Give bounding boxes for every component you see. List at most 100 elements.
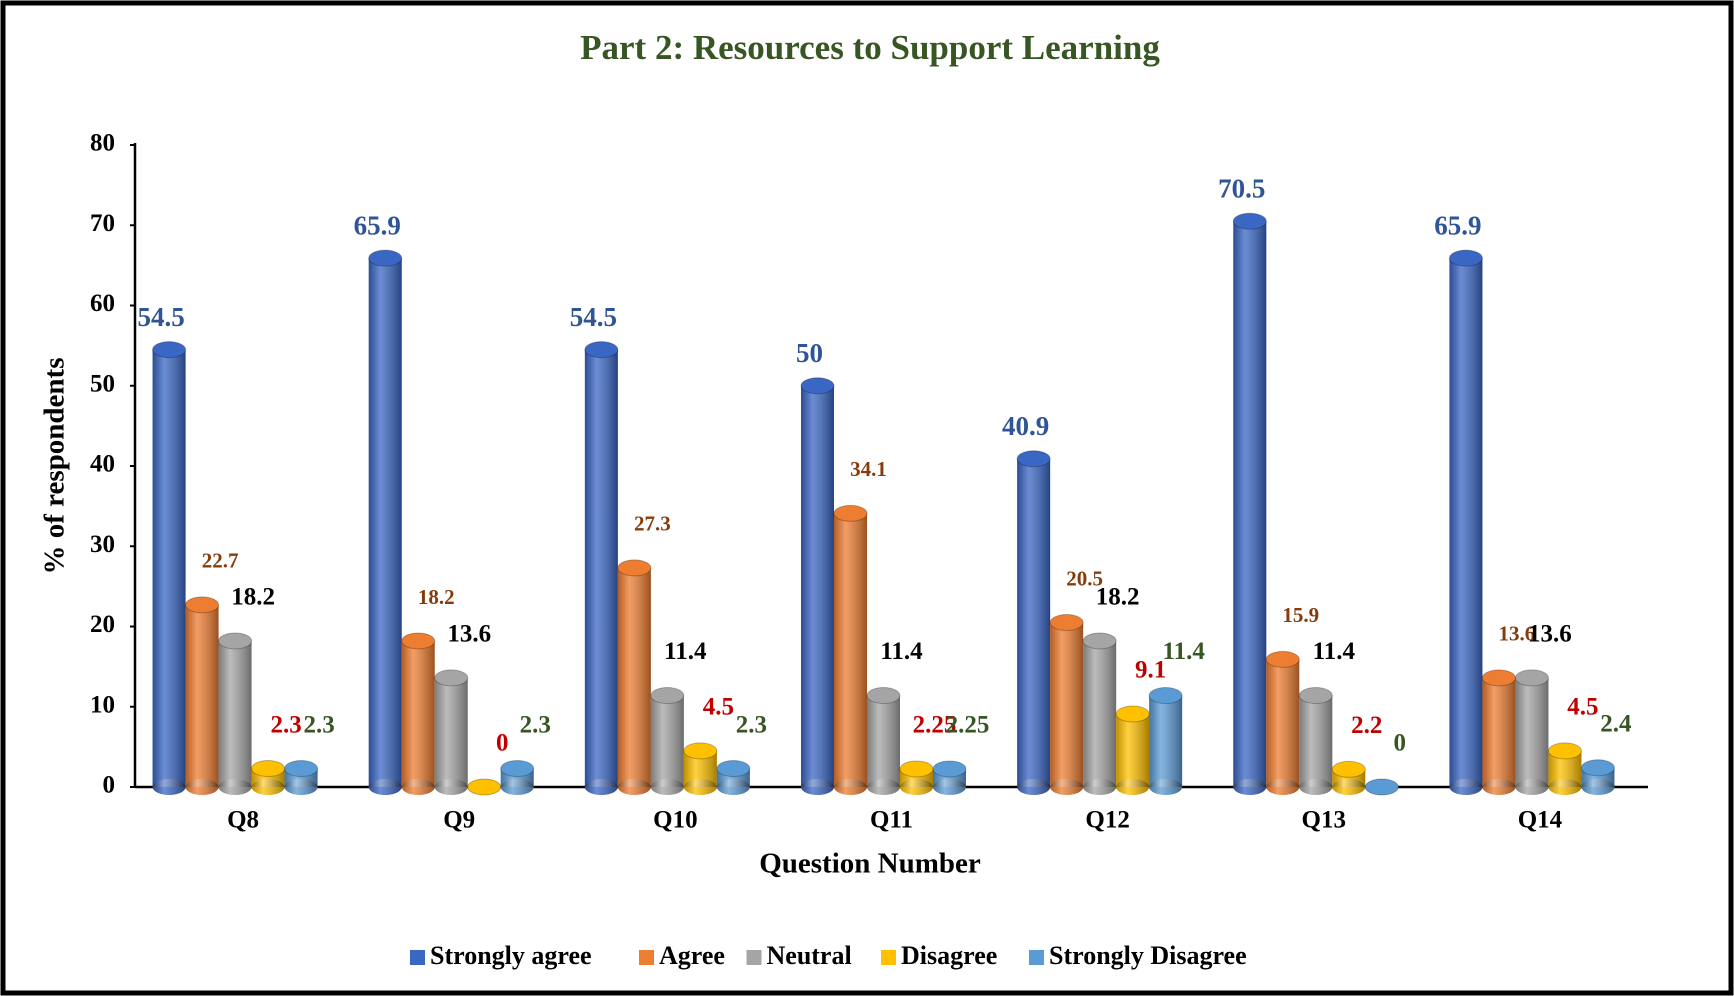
bar-shade xyxy=(1233,221,1267,788)
bar-base-shade xyxy=(867,779,900,795)
bar-shade xyxy=(1482,677,1516,787)
bar-base-shade xyxy=(716,779,750,795)
bar-shade xyxy=(867,695,900,787)
bar-top xyxy=(467,778,502,796)
legend-swatch xyxy=(746,950,762,965)
data-label: 2.25 xyxy=(913,712,957,739)
bar-base-shade xyxy=(1149,779,1183,795)
data-label: 2.4 xyxy=(1600,710,1632,737)
data-label: 11.4 xyxy=(1162,638,1205,665)
bar-shade xyxy=(650,695,684,787)
data-label: 4.5 xyxy=(703,694,734,721)
data-label: 18.2 xyxy=(1096,584,1140,611)
chart-title: Part 2: Resources to Support Learning xyxy=(580,28,1160,67)
data-label: 40.9 xyxy=(1002,411,1049,441)
y-tick-label: 10 xyxy=(90,691,115,718)
bar-top xyxy=(800,377,835,395)
bar-base-shade xyxy=(152,779,186,795)
bar-base-shade xyxy=(683,779,717,795)
bar-top xyxy=(1364,778,1399,796)
bar-base-shade xyxy=(933,779,966,795)
bar-base-shade xyxy=(1116,779,1150,795)
bar-shade xyxy=(834,513,867,787)
bar-base-shade xyxy=(401,779,435,795)
bar-top xyxy=(218,632,253,650)
bar-base-shade xyxy=(1299,779,1333,795)
bar-base-shade xyxy=(218,779,252,795)
y-tick-label: 70 xyxy=(90,210,115,237)
bar-top xyxy=(185,596,220,614)
data-label: 15.9 xyxy=(1282,603,1319,627)
data-label: 13.6 xyxy=(447,621,491,648)
data-label: 34.1 xyxy=(850,457,887,481)
bar-base-shade xyxy=(1266,779,1300,795)
data-label: 20.5 xyxy=(1066,566,1103,590)
bar-shade xyxy=(617,567,651,787)
bar-base-shade xyxy=(1017,779,1051,795)
bar-base-shade xyxy=(1332,779,1366,795)
bar-top xyxy=(500,760,535,778)
bar-shade xyxy=(1449,258,1483,788)
bar-shade xyxy=(801,385,834,787)
bar-shade xyxy=(1149,695,1183,787)
bar-top xyxy=(617,559,652,577)
data-label: 9.1 xyxy=(1135,657,1166,684)
x-tick-label: Q14 xyxy=(1518,807,1563,834)
bar-top xyxy=(584,341,619,359)
y-tick-label: 80 xyxy=(90,130,115,157)
bar-top xyxy=(833,504,868,522)
data-label: 2.3 xyxy=(736,711,767,738)
bar-base-shade xyxy=(1083,779,1117,795)
bar-base-shade xyxy=(1515,779,1549,795)
bar-top xyxy=(1232,212,1267,230)
legend-swatch xyxy=(881,950,896,965)
bar-top xyxy=(1481,669,1516,687)
y-tick-label: 30 xyxy=(90,531,115,558)
bar-shade xyxy=(1266,659,1300,787)
bar-top xyxy=(152,341,187,359)
data-label: 70.5 xyxy=(1218,173,1265,203)
data-label: 50 xyxy=(796,338,823,368)
data-label: 2.3 xyxy=(520,711,551,738)
y-tick-label: 20 xyxy=(90,611,115,638)
bar-shade xyxy=(1017,458,1051,787)
bar-base-shade xyxy=(900,779,933,795)
legend-swatch xyxy=(410,950,425,965)
bar-base-shade xyxy=(251,779,285,795)
legend-label: Strongly Disagree xyxy=(1049,941,1247,970)
bar-shade xyxy=(584,349,618,787)
bar-top xyxy=(1547,742,1582,760)
bar-shade xyxy=(152,349,186,787)
data-label: 27.3 xyxy=(634,512,671,536)
data-label: 11.4 xyxy=(664,638,707,665)
bar-top xyxy=(434,669,469,687)
bar-base-shade xyxy=(1482,779,1516,795)
y-axis-label: % of respondents xyxy=(39,358,71,575)
bar-base-shade xyxy=(185,779,219,795)
bar-base-shade xyxy=(1233,779,1267,795)
bar-shade xyxy=(434,677,468,787)
y-tick-label: 40 xyxy=(90,451,115,478)
data-label: 18.2 xyxy=(231,584,275,611)
legend-swatch xyxy=(639,950,654,965)
bar-top xyxy=(1148,687,1183,705)
data-label: 13.6 xyxy=(1499,622,1536,646)
bar-top xyxy=(899,760,934,778)
bar-base-shade xyxy=(500,779,534,795)
bar-top xyxy=(251,760,286,778)
bar-base-shade xyxy=(584,779,618,795)
bar-base-shade xyxy=(834,779,867,795)
bar-base-shade xyxy=(1581,779,1615,795)
data-label: 11.4 xyxy=(1313,638,1356,665)
data-label: 54.5 xyxy=(570,302,617,332)
legend-label: Disagree xyxy=(901,941,997,970)
data-label: 65.9 xyxy=(1434,210,1481,240)
bar-base-shade xyxy=(801,779,834,795)
bar-base-shade xyxy=(434,779,468,795)
data-label: 0 xyxy=(1394,730,1407,757)
bar-top xyxy=(1331,760,1366,778)
bar-top xyxy=(716,760,751,778)
bar-base-shade xyxy=(368,779,402,795)
bar-top xyxy=(650,687,685,705)
